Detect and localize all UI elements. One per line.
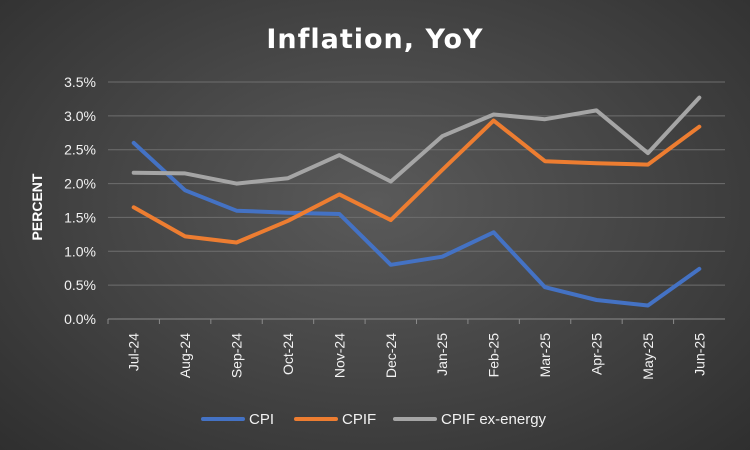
series-lines (131, 95, 702, 308)
y-axis-ticks: 0.0% 0.5% 1.0% 1.5% 2.0% 2.5% 3.0% 3.5% (64, 74, 96, 327)
x-tick-label: Apr-25 (588, 333, 604, 375)
x-tick-label: Aug-24 (177, 333, 193, 378)
legend-label: CPI (249, 411, 274, 428)
x-tick-label: Jun-25 (691, 333, 707, 376)
x-tick-label: Oct-24 (280, 333, 296, 375)
y-tick-label: 1.5% (64, 209, 96, 225)
gridlines (108, 81, 725, 320)
y-tick-label: 0.0% (64, 311, 96, 327)
x-tick-label: Mar-25 (537, 333, 553, 378)
y-tick-label: 3.5% (64, 74, 96, 90)
x-tick-label: Feb-25 (486, 333, 502, 378)
legend-label: CPIF (342, 411, 376, 428)
x-tick-label: Dec-24 (383, 333, 399, 378)
x-tick-label: May-25 (640, 333, 656, 380)
y-axis-label: PERCENT (29, 173, 45, 240)
series-line-cpi (131, 140, 702, 308)
y-tick-label: 2.0% (64, 176, 96, 192)
y-tick-label: 1.0% (64, 243, 96, 259)
x-axis-ticks: Jul-24 Aug-24 Sep-24 Oct-24 Nov-24 Dec-24 Jan-… (107, 319, 707, 380)
x-tick-label: Jan-25 (434, 333, 450, 376)
y-tick-label: 3.0% (64, 108, 96, 124)
y-tick-label: 2.5% (64, 142, 96, 158)
x-tick-label: Sep-24 (229, 333, 245, 378)
series-line-cpif (131, 118, 702, 245)
chart-title: Inflation, YoY (266, 24, 483, 55)
x-tick-label: Jul-24 (126, 333, 142, 371)
legend: CPI CPIF CPIF ex-energy (201, 411, 547, 428)
series-line-cpif-ex-energy (131, 95, 702, 186)
x-tick-label: Nov-24 (331, 333, 347, 378)
y-tick-label: 0.5% (64, 277, 96, 293)
legend-label: CPIF ex-energy (441, 411, 547, 428)
